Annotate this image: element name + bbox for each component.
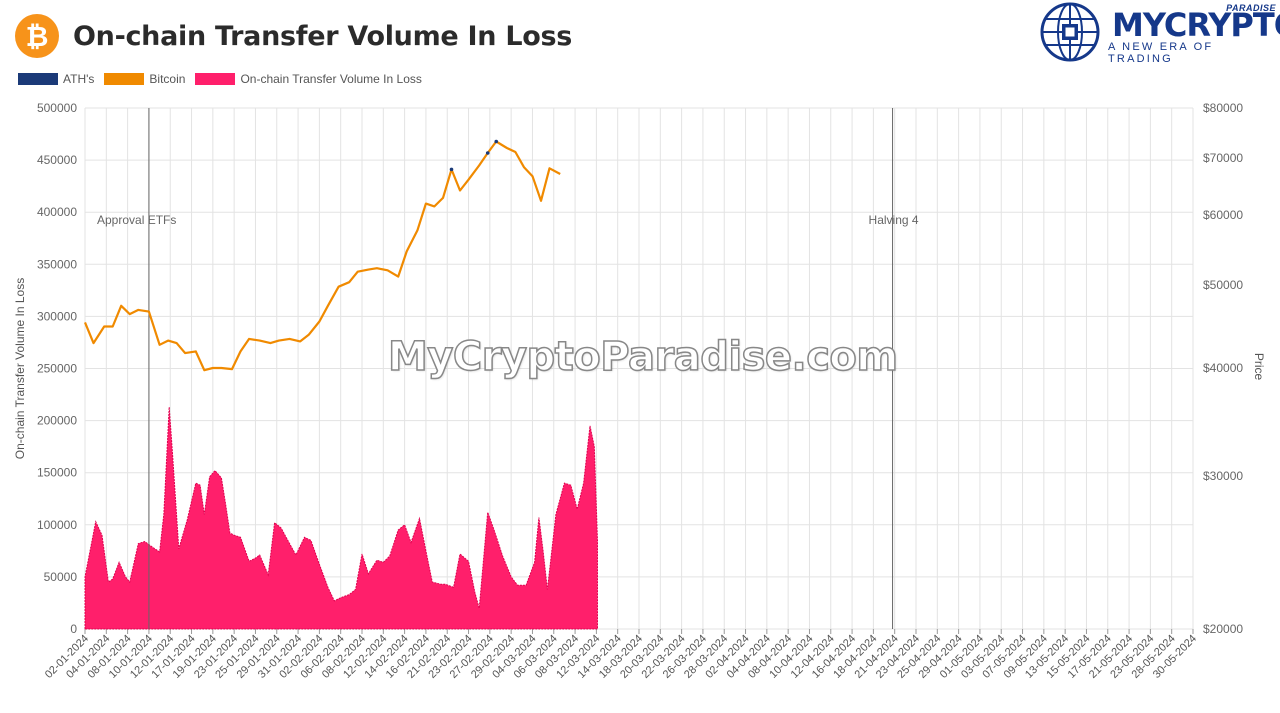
y-tick-left: 450000 — [37, 153, 77, 167]
legend-item-bitcoin[interactable]: Bitcoin — [104, 72, 185, 86]
y-tick-right: $40000 — [1203, 361, 1243, 375]
brand-logo: PARADISE MYCRYPTO A NEW ERA OF TRADING — [1038, 0, 1280, 65]
bitcoin-icon: ₿ — [15, 14, 59, 58]
legend-label-ath: ATH's — [63, 72, 95, 86]
ath-marker — [449, 167, 454, 172]
legend-item-ath[interactable]: ATH's — [18, 72, 94, 86]
y-tick-left: 350000 — [37, 257, 77, 271]
annotation-label: Approval ETFs — [97, 213, 176, 227]
y-tick-right: $70000 — [1203, 151, 1243, 165]
legend-item-volume[interactable]: On-chain Transfer Volume In Loss — [195, 72, 422, 86]
series-bitcoin-line — [83, 140, 561, 372]
chart-legend: ATH's Bitcoin On-chain Transfer Volume I… — [18, 72, 432, 86]
watermark: MyCryptoParadise.com — [387, 333, 899, 381]
legend-label-bitcoin: Bitcoin — [149, 72, 186, 86]
brand-paradise: PARADISE — [1226, 3, 1276, 13]
y-axis-title-right: Price — [1252, 353, 1266, 381]
legend-label-volume: On-chain Transfer Volume In Loss — [240, 72, 422, 86]
y-tick-left: 250000 — [37, 362, 77, 376]
page-title: On-chain Transfer Volume In Loss — [73, 20, 573, 52]
ath-marker — [494, 139, 499, 144]
y-tick-left: 300000 — [37, 309, 77, 323]
y-tick-right: $30000 — [1203, 469, 1243, 483]
y-tick-right: $20000 — [1203, 622, 1243, 636]
ath-marker — [485, 151, 490, 155]
chart-header: ₿ On-chain Transfer Volume In Loss — [15, 13, 572, 59]
globe-icon — [1040, 2, 1100, 62]
y-tick-left: 200000 — [37, 414, 77, 428]
series-volume-area — [84, 407, 598, 630]
y-tick-left: 50000 — [44, 570, 78, 584]
legend-swatch-bitcoin — [104, 73, 145, 85]
y-tick-right: $50000 — [1203, 278, 1243, 292]
annotation-label: Halving 4 — [869, 213, 919, 227]
brand-name: MYCRYPTO — [1112, 6, 1280, 44]
brand-tagline: A NEW ERA OF TRADING — [1108, 41, 1214, 65]
legend-swatch-volume — [195, 73, 236, 85]
y-tick-left: 100000 — [37, 518, 77, 532]
y-tick-left: 400000 — [37, 205, 77, 219]
y-tick-left: 500000 — [37, 101, 77, 115]
y-tick-left: 0 — [70, 622, 77, 636]
legend-swatch-ath — [18, 73, 58, 85]
y-tick-left: 150000 — [37, 466, 77, 480]
y-tick-right: $60000 — [1203, 208, 1243, 222]
y-axis-title-left: On-chain Transfer Volume In Loss — [13, 278, 27, 459]
y-tick-right: $80000 — [1203, 101, 1243, 115]
